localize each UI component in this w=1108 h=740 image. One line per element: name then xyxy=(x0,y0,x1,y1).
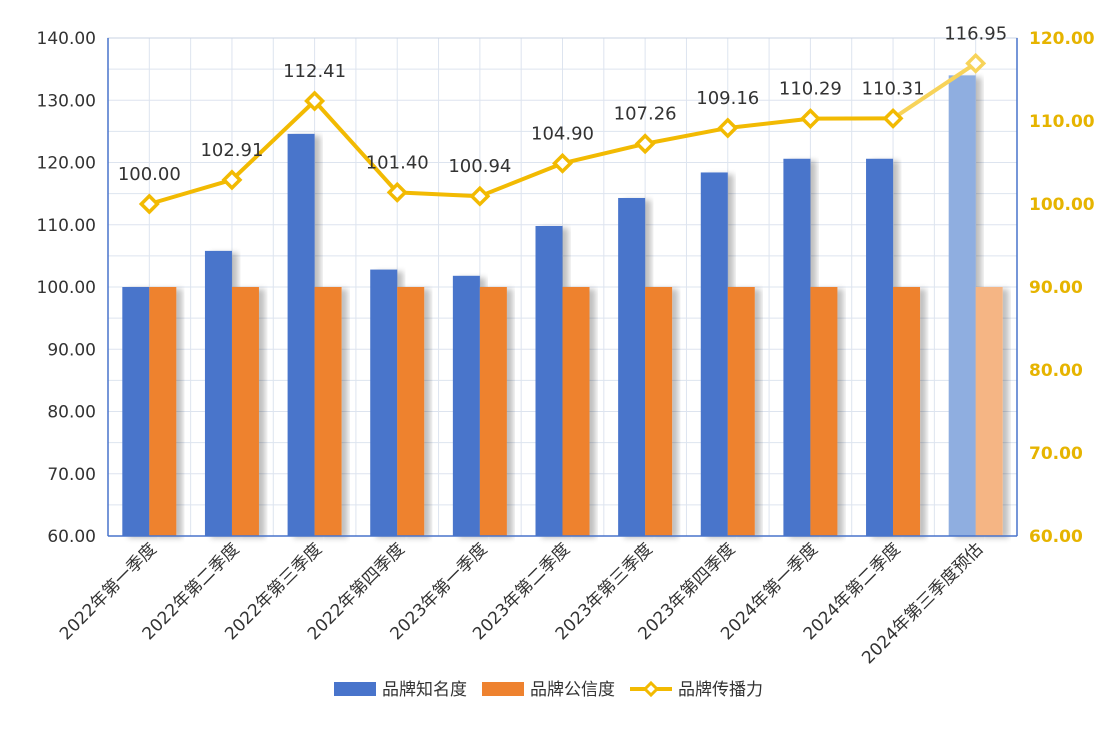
legend-label: 品牌知名度 xyxy=(382,680,467,700)
right-tick-label: 110.00 xyxy=(1029,112,1095,132)
data-label: 116.95 xyxy=(944,23,1007,44)
bar-credibility xyxy=(232,287,259,536)
bar-awareness xyxy=(122,287,149,536)
bar-awareness xyxy=(783,159,810,536)
left-tick-label: 130.00 xyxy=(37,91,96,111)
line-marker xyxy=(141,196,157,212)
bar-credibility xyxy=(563,287,590,536)
bar-credibility xyxy=(149,287,176,536)
left-tick-label: 140.00 xyxy=(37,29,96,49)
left-tick-label: 120.00 xyxy=(37,154,96,174)
bar-credibility xyxy=(397,287,424,536)
left-tick-label: 100.00 xyxy=(37,278,96,298)
data-label: 107.26 xyxy=(614,104,677,125)
data-label: 101.40 xyxy=(366,152,429,173)
line-marker xyxy=(555,155,571,171)
legend-label: 品牌公信度 xyxy=(530,680,615,700)
line-marker xyxy=(720,120,736,136)
bar-credibility xyxy=(645,287,672,536)
bar-credibility xyxy=(728,287,755,536)
left-tick-label: 90.00 xyxy=(47,340,96,360)
legend-layer: 品牌知名度 品牌公信度 品牌传播力 xyxy=(334,680,763,700)
data-label: 104.90 xyxy=(531,123,594,144)
data-label: 110.29 xyxy=(779,79,842,100)
data-label: 112.41 xyxy=(283,61,346,82)
bar-credibility xyxy=(976,287,1003,536)
bar-credibility xyxy=(480,287,507,536)
line-marker xyxy=(472,188,488,204)
bar-awareness xyxy=(701,172,728,536)
right-tick-label: 100.00 xyxy=(1029,195,1095,215)
left-tick-label: 80.00 xyxy=(47,403,96,423)
data-label: 100.94 xyxy=(448,156,511,177)
bar-credibility xyxy=(315,287,342,536)
left-tick-label: 70.00 xyxy=(47,465,96,485)
legend-label: 品牌传播力 xyxy=(678,680,763,700)
bar-credibility xyxy=(810,287,837,536)
bar-awareness xyxy=(453,276,480,536)
data-label: 110.31 xyxy=(862,78,925,99)
right-tick-label: 70.00 xyxy=(1029,444,1083,464)
bar-awareness xyxy=(288,134,315,536)
data-label: 100.00 xyxy=(118,164,181,185)
bar-awareness xyxy=(536,226,563,536)
right-tick-label: 60.00 xyxy=(1029,527,1083,547)
data-label: 102.91 xyxy=(200,140,263,161)
right-tick-label: 90.00 xyxy=(1029,278,1083,298)
line-marker xyxy=(802,111,818,127)
legend-swatch xyxy=(334,682,376,696)
bar-awareness xyxy=(618,198,645,536)
bar-awareness xyxy=(205,251,232,536)
line-segment xyxy=(397,192,480,196)
bar-awareness xyxy=(949,75,976,536)
right-tick-label: 120.00 xyxy=(1029,29,1095,49)
left-tick-label: 60.00 xyxy=(47,527,96,547)
legend-marker xyxy=(645,683,657,695)
data-label: 109.16 xyxy=(696,88,759,109)
legend-swatch xyxy=(482,682,524,696)
bar-awareness xyxy=(866,159,893,536)
bar-credibility xyxy=(893,287,920,536)
line-marker xyxy=(637,136,653,152)
bar-awareness xyxy=(370,270,397,536)
right-tick-label: 80.00 xyxy=(1029,361,1083,381)
left-tick-label: 110.00 xyxy=(37,216,96,236)
